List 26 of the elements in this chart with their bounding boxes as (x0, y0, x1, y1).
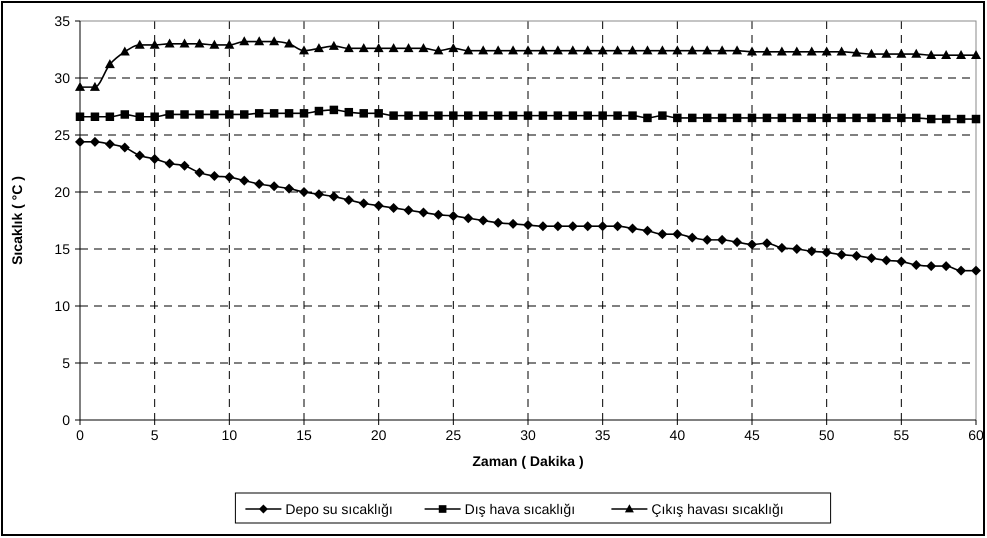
x-tick-label: 50 (818, 427, 835, 443)
x-tick-label: 60 (968, 427, 984, 443)
x-tick-label: 35 (594, 427, 611, 443)
legend-label: Depo su sıcaklığı (285, 501, 393, 517)
y-tick-label: 15 (54, 241, 70, 257)
legend-label: Dış hava sıcaklığı (464, 501, 576, 517)
y-tick-label: 30 (54, 70, 70, 86)
x-tick-label: 10 (222, 427, 238, 443)
x-tick-label: 5 (150, 427, 159, 443)
y-axis-title: Sıcaklık ( °C ) (9, 176, 25, 265)
legend-label: Çıkış havası sıcaklığı (651, 501, 784, 517)
x-tick-label: 20 (370, 427, 387, 443)
x-tick-label: 45 (744, 427, 760, 443)
x-tick-label: 25 (446, 427, 462, 443)
y-tick-label: 10 (54, 298, 70, 314)
x-axis-title: Zaman ( Dakika ) (472, 453, 584, 469)
y-tick-label: 5 (62, 355, 70, 371)
x-tick-label: 30 (520, 427, 536, 443)
y-tick-label: 35 (54, 13, 70, 29)
y-tick-label: 0 (62, 412, 70, 428)
x-tick-label: 0 (76, 427, 84, 443)
x-tick-label: 40 (670, 427, 686, 443)
y-tick-label: 25 (54, 127, 70, 143)
x-tick-label: 15 (296, 427, 312, 443)
x-tick-label: 55 (894, 427, 910, 443)
y-tick-label: 20 (54, 184, 70, 200)
